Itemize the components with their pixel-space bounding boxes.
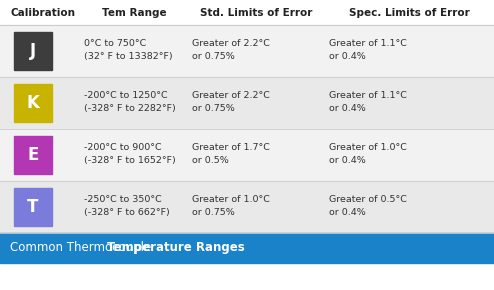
Text: Greater of 2.2°C
or 0.75%: Greater of 2.2°C or 0.75% <box>192 91 270 113</box>
Bar <box>0 233 494 263</box>
Text: Temperature Ranges: Temperature Ranges <box>107 242 245 255</box>
Text: J: J <box>30 42 36 60</box>
Text: Greater of 2.2°C
or 0.75%: Greater of 2.2°C or 0.75% <box>192 39 270 61</box>
Text: Greater of 1.7°C
or 0.5%: Greater of 1.7°C or 0.5% <box>192 143 270 165</box>
Bar <box>0 0 494 25</box>
Text: Greater of 1.0°C
or 0.75%: Greater of 1.0°C or 0.75% <box>192 195 270 217</box>
Text: K: K <box>27 94 40 112</box>
Bar <box>14 84 52 122</box>
Text: -200°C to 1250°C
(-328° F to 2282°F): -200°C to 1250°C (-328° F to 2282°F) <box>84 91 176 113</box>
Bar <box>14 136 52 174</box>
Text: -200°C to 900°C
(-328° F to 1652°F): -200°C to 900°C (-328° F to 1652°F) <box>84 143 176 165</box>
Text: -250°C to 350°C
(-328° F to 662°F): -250°C to 350°C (-328° F to 662°F) <box>84 195 170 217</box>
Text: Std. Limits of Error: Std. Limits of Error <box>200 8 313 17</box>
Text: Greater of 0.5°C
or 0.4%: Greater of 0.5°C or 0.4% <box>329 195 407 217</box>
Bar <box>0 25 494 77</box>
Text: Greater of 1.1°C
or 0.4%: Greater of 1.1°C or 0.4% <box>329 39 407 61</box>
Text: Common Thermocouple: Common Thermocouple <box>10 242 155 255</box>
Text: Tem Range: Tem Range <box>102 8 166 17</box>
Bar <box>0 77 494 129</box>
Text: Greater of 1.1°C
or 0.4%: Greater of 1.1°C or 0.4% <box>329 91 407 113</box>
Text: E: E <box>27 146 39 164</box>
Text: Calibration: Calibration <box>10 8 75 17</box>
Bar <box>0 181 494 233</box>
Text: 0°C to 750°C
(32° F to 13382°F): 0°C to 750°C (32° F to 13382°F) <box>84 39 172 61</box>
Bar <box>14 188 52 226</box>
Text: T: T <box>27 198 39 216</box>
Text: Greater of 1.0°C
or 0.4%: Greater of 1.0°C or 0.4% <box>329 143 407 165</box>
Text: Spec. Limits of Error: Spec. Limits of Error <box>349 8 470 17</box>
Bar <box>0 129 494 181</box>
Bar <box>14 32 52 70</box>
